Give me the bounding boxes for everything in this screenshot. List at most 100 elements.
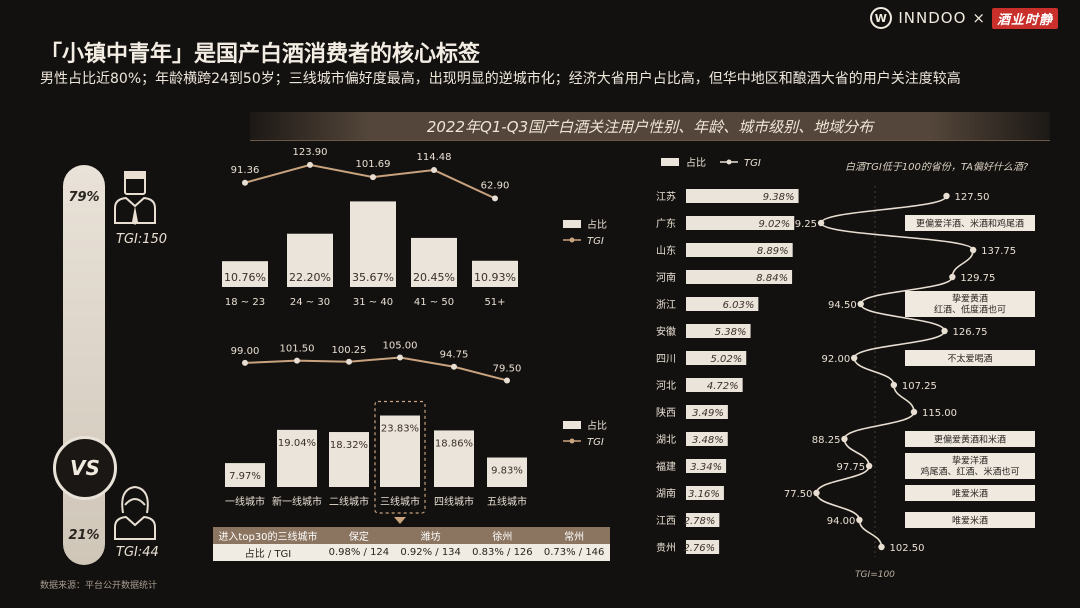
age-category-label: 41 ~ 50 — [414, 297, 454, 308]
male-user-icon — [114, 171, 156, 225]
province-tgi-label: 127.50 — [955, 192, 990, 203]
page-subtitle: 男性占比近80%；年龄横跨24到50岁；三线城市偏好度最高，出现明显的逆城市化；… — [40, 71, 961, 87]
age-tgi-label: 62.90 — [481, 180, 510, 191]
page-title: 「小镇中青年」是国产白酒消费者的核心标签 — [40, 42, 481, 67]
city-tgi-label: 101.50 — [280, 344, 315, 355]
age-tgi-point — [307, 161, 313, 168]
city-tgi-label: 99.00 — [231, 346, 260, 357]
province-tgi-point — [941, 327, 948, 335]
city-highlight-box — [374, 400, 426, 514]
highlight-arrow-icon — [394, 517, 406, 524]
age-category-label: 18 ~ 23 — [225, 297, 265, 308]
province-bar-label: 8.84% — [756, 273, 788, 284]
age-tgi-point — [370, 174, 376, 181]
province-bar — [686, 378, 743, 392]
city-category-label: 一线城市 — [225, 495, 265, 508]
age-category-label: 31 ~ 40 — [353, 297, 393, 308]
age-tgi-label: 114.48 — [417, 152, 452, 163]
province-name: 安徽 — [656, 325, 676, 338]
city-bar — [487, 457, 527, 487]
legend-share-label: 占比 — [587, 419, 607, 432]
age-bar — [472, 260, 518, 287]
province-name: 福建 — [656, 460, 676, 473]
province-tgi-label: 115.00 — [922, 408, 957, 419]
partner-logo: 酒业时静 — [991, 7, 1058, 29]
table-header-cell: 潍坊 — [420, 532, 441, 543]
province-legend-tgi-dot — [726, 159, 732, 165]
province-legend-tgi-label: TGI — [744, 158, 761, 169]
province-name: 河北 — [656, 380, 676, 392]
brand-name: INNDOO — [898, 9, 967, 27]
province-tgi-point — [841, 435, 848, 443]
province-bar-label: 4.72% — [707, 381, 739, 392]
callout-text: 更偏爱洋酒、米酒和鸡尾酒 — [916, 218, 1024, 230]
city-category-label: 三线城市 — [380, 495, 420, 508]
female-percent: 21% — [68, 528, 100, 543]
callout-box — [905, 215, 1035, 231]
city-tgi-line — [244, 356, 508, 382]
city-tgi-point — [346, 358, 352, 365]
age-tgi-label: 101.69 — [356, 159, 391, 170]
province-tgi-label: 97.75 — [837, 462, 866, 473]
city-tgi-point — [504, 377, 510, 384]
section-banner: 2022年Q1-Q3国产白酒关注用户性别、年龄、城市级别、地域分布 — [250, 112, 1050, 140]
province-tgi-point — [865, 462, 873, 470]
province-name: 山东 — [656, 244, 676, 257]
callout-text: 挚爱洋酒 — [952, 455, 988, 467]
age-tgi-point — [492, 195, 498, 202]
city-table: 进入top30的三线城市 保定 潍坊 徐州 常州 占比 / TGI 0.98% … — [213, 527, 610, 561]
tgi-baseline-label: TGI=100 — [855, 570, 895, 580]
province-tgi-label: 126.75 — [953, 327, 988, 338]
age-bar — [350, 201, 396, 287]
province-bar-label: 3.48% — [692, 435, 724, 446]
age-bar-label: 35.67% — [352, 271, 394, 284]
province-bar-label: 2.78% — [684, 516, 716, 527]
province-bar-label: 6.03% — [723, 300, 755, 311]
callout-box — [905, 431, 1035, 447]
female-user-icon — [114, 485, 156, 540]
province-name: 湖南 — [656, 487, 676, 500]
city-bar-label: 23.83% — [381, 424, 419, 435]
province-tgi-point — [890, 381, 898, 389]
city-bar — [434, 430, 474, 487]
legend-share-swatch — [563, 220, 581, 228]
province-bar-label: 9.02% — [758, 219, 790, 230]
city-bar-label: 19.04% — [278, 438, 316, 449]
city-tgi-label: 105.00 — [383, 341, 418, 352]
province-tgi-curve — [815, 195, 974, 548]
province-note: 白酒TGI低于100的省份，TA偏好什么酒? — [845, 162, 1029, 173]
province-bar — [686, 189, 799, 203]
province-bar-label: 9.38% — [763, 192, 795, 203]
city-tgi-point — [451, 363, 457, 370]
province-tgi-point — [949, 273, 956, 281]
legend-share-swatch — [563, 421, 581, 429]
callout-text: 唯爱米酒 — [952, 515, 988, 527]
age-bar — [222, 261, 268, 287]
table-cell: 0.83% / 126 — [472, 547, 533, 558]
brand-cross: × — [972, 9, 986, 27]
province-name: 浙江 — [656, 299, 676, 311]
callout-box — [905, 291, 1035, 317]
table-cell: 0.73% / 146 — [543, 547, 605, 558]
city-category-label: 四线城市 — [434, 495, 474, 508]
male-percent: 79% — [68, 190, 100, 205]
province-name: 陕西 — [656, 406, 676, 419]
callout-text: 不太爱喝酒 — [947, 353, 992, 365]
province-name: 广东 — [656, 217, 676, 230]
city-category-label: 二线城市 — [329, 495, 369, 508]
age-bar-label: 10.76% — [224, 271, 266, 284]
province-tgi-point — [857, 300, 864, 308]
city-tgi-label: 94.75 — [440, 350, 469, 361]
province-tgi-label: 107.25 — [902, 381, 937, 392]
age-tgi-point — [242, 179, 248, 186]
province-tgi-point — [878, 543, 885, 551]
province-bar — [686, 513, 720, 527]
city-bar — [380, 415, 420, 487]
province-tgi-point — [813, 489, 820, 497]
province-bar — [686, 270, 793, 284]
callout-box — [905, 453, 1035, 479]
province-bar — [686, 459, 727, 473]
province-bar-label: 3.34% — [690, 462, 722, 473]
province-name: 江西 — [656, 515, 676, 527]
